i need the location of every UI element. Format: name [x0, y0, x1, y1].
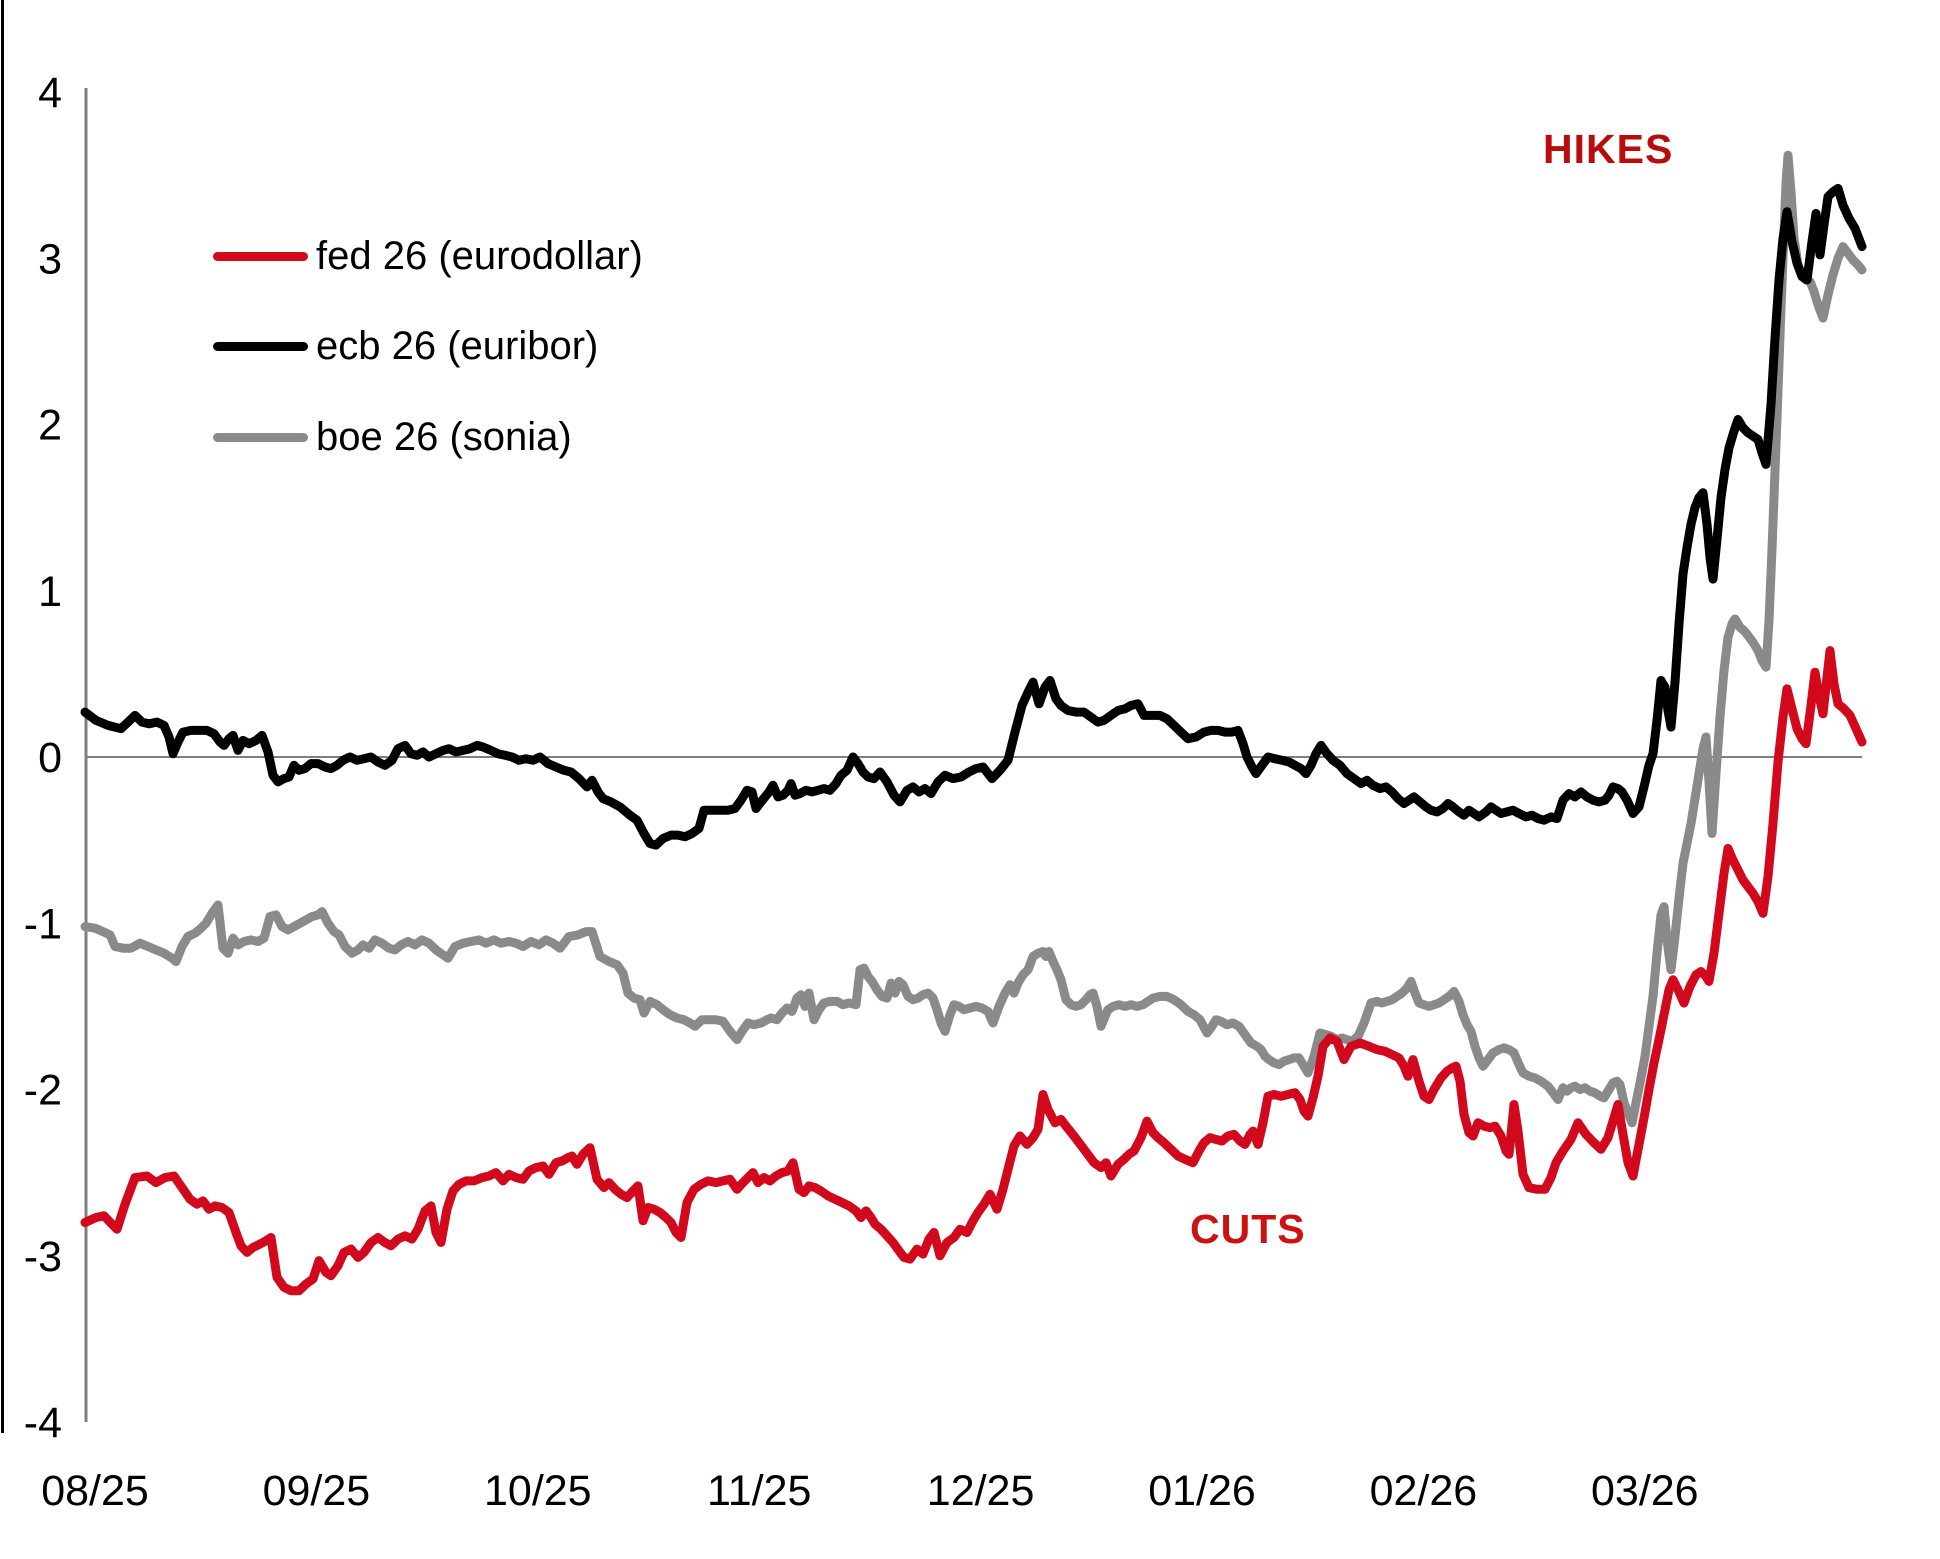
x-tick-label: 03/26 — [1591, 1467, 1699, 1515]
legend-label-boe: boe 26 (sonia) — [316, 414, 572, 459]
x-tick-label: 09/25 — [263, 1467, 371, 1515]
y-tick-label: 0 — [38, 734, 62, 782]
legend-item-ecb: ecb 26 (euribor) — [213, 305, 598, 387]
series-line-ecb — [80, 183, 1867, 850]
x-tick-label: 01/26 — [1148, 1467, 1256, 1515]
y-tick-label: -4 — [24, 1399, 62, 1447]
y-tick-label: -3 — [24, 1233, 62, 1281]
legend-label-fed: fed 26 (eurodollar) — [316, 233, 643, 278]
y-tick-label: 3 — [38, 235, 62, 283]
x-tick-label: 12/25 — [927, 1467, 1035, 1515]
left-border-line — [1, 0, 4, 1433]
y-tick-label: -1 — [24, 900, 62, 948]
x-tick-label: 02/26 — [1370, 1467, 1478, 1515]
x-tick-label: 10/25 — [484, 1467, 592, 1515]
series-line-fed — [80, 646, 1867, 1296]
x-tick-label: 11/25 — [707, 1467, 811, 1515]
annotation-cuts: CUTS — [1190, 1206, 1306, 1252]
y-tick-label: 1 — [38, 568, 62, 616]
y-tick-label: 4 — [38, 69, 62, 117]
legend-swatch-ecb — [213, 341, 308, 351]
y-tick-label: 2 — [38, 402, 62, 450]
annotation-hikes: HIKES — [1543, 126, 1674, 172]
y-tick-label: -2 — [24, 1067, 62, 1115]
legend-label-ecb: ecb 26 (euribor) — [316, 323, 599, 368]
legend-swatch-fed — [213, 251, 308, 261]
series-line-boe — [80, 150, 1867, 1128]
x-tick-label: 08/25 — [41, 1467, 149, 1515]
legend-item-boe: boe 26 (sonia) — [213, 396, 572, 478]
legend-item-fed: fed 26 (eurodollar) — [213, 215, 643, 297]
legend-swatch-boe — [213, 432, 308, 442]
